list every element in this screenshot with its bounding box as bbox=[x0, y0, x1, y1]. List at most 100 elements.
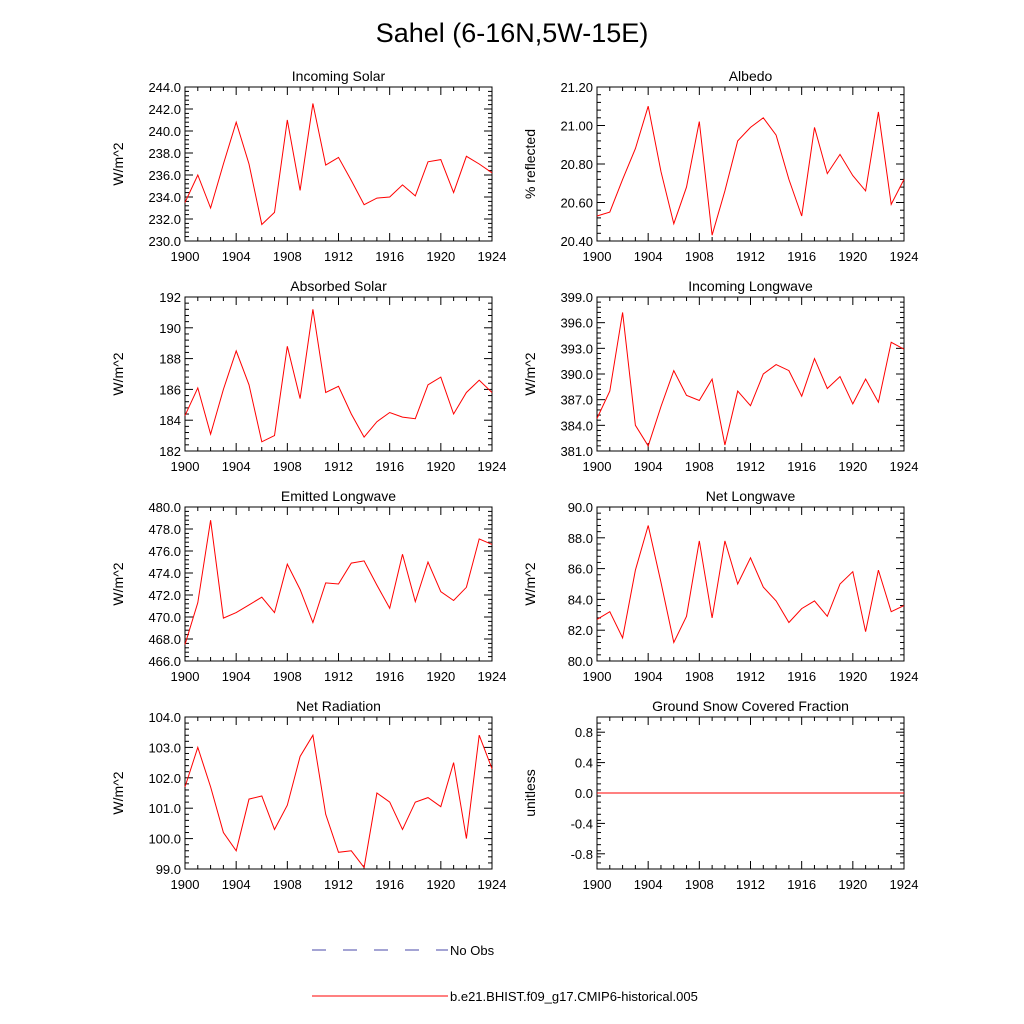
x-tick-label: 1924 bbox=[890, 249, 919, 264]
y-axis-label: W/m^2 bbox=[110, 142, 126, 185]
y-tick-label: 186 bbox=[159, 382, 181, 397]
y-axis-label: % reflected bbox=[522, 129, 538, 199]
y-tick-label: 101.0 bbox=[148, 801, 181, 816]
y-tick-label: 470.0 bbox=[148, 610, 181, 625]
panel-ground-snow-covered-fraction: Ground Snow Covered Fraction unitless 1900… bbox=[522, 698, 918, 892]
x-tick-label: 1904 bbox=[634, 669, 663, 684]
panel-title: Absorbed Solar bbox=[290, 278, 387, 294]
y-tick-label: 242.0 bbox=[148, 102, 181, 117]
y-tick-label: 399.0 bbox=[560, 290, 593, 305]
x-tick-label: 1924 bbox=[890, 877, 919, 892]
x-tick-label: 1908 bbox=[685, 249, 714, 264]
y-tick-label: -0.4 bbox=[571, 816, 593, 831]
panel-title: Net Longwave bbox=[706, 488, 796, 504]
y-tick-label: 476.0 bbox=[148, 544, 181, 559]
legend-model-label: b.e21.BHIST.f09_g17.CMIP6-historical.005 bbox=[450, 989, 698, 1004]
y-tick-label: 84.0 bbox=[568, 592, 593, 607]
panel-title: Incoming Solar bbox=[292, 68, 386, 84]
plot-frame bbox=[596, 296, 905, 452]
y-tick-label: 21.00 bbox=[560, 119, 593, 134]
x-tick-label: 1916 bbox=[787, 877, 816, 892]
panel-net-radiation: Net Radiation W/m^2 1900 1904 1908 1912 1916 19… bbox=[110, 698, 506, 892]
panel-title: Albedo bbox=[729, 68, 773, 84]
x-tick-label: 1912 bbox=[736, 669, 765, 684]
x-tick-label: 1912 bbox=[736, 877, 765, 892]
x-tick-label: 1916 bbox=[375, 249, 404, 264]
x-tick-label: 1924 bbox=[478, 249, 507, 264]
y-tick-label: 472.0 bbox=[148, 588, 181, 603]
y-tick-label: 396.0 bbox=[560, 316, 593, 331]
y-tick-label: 393.0 bbox=[560, 341, 593, 356]
legend: No Obs b.e21.BHIST.f09_g17.CMIP6-histori… bbox=[312, 943, 698, 1004]
y-tick-label: 238.0 bbox=[148, 146, 181, 161]
x-tick-label: 1924 bbox=[478, 459, 507, 474]
y-tick-label: 474.0 bbox=[148, 566, 181, 581]
x-tick-label: 1920 bbox=[838, 877, 867, 892]
y-tick-label: 0.4 bbox=[575, 756, 593, 771]
x-tick-label: 1904 bbox=[222, 669, 251, 684]
panel-title: Incoming Longwave bbox=[688, 278, 813, 294]
y-tick-label: 182 bbox=[159, 444, 181, 459]
y-tick-label: 188 bbox=[159, 352, 181, 367]
x-tick-label: 1900 bbox=[583, 669, 612, 684]
x-tick-label: 1912 bbox=[324, 249, 353, 264]
y-tick-label: 232.0 bbox=[148, 212, 181, 227]
y-tick-label: 100.0 bbox=[148, 832, 181, 847]
y-tick-label: 90.0 bbox=[568, 500, 593, 515]
series-line-incoming-solar bbox=[184, 103, 493, 226]
y-tick-label: 468.0 bbox=[148, 632, 181, 647]
x-tick-label: 1908 bbox=[685, 669, 714, 684]
y-tick-label: 80.0 bbox=[568, 654, 593, 669]
series-line-net-longwave bbox=[596, 525, 905, 645]
y-tick-label: 102.0 bbox=[148, 771, 181, 786]
x-tick-label: 1920 bbox=[426, 459, 455, 474]
x-tick-label: 1920 bbox=[426, 249, 455, 264]
x-tick-label: 1912 bbox=[736, 249, 765, 264]
x-tick-label: 1904 bbox=[634, 877, 663, 892]
x-tick-label: 1924 bbox=[478, 877, 507, 892]
x-tick-label: 1920 bbox=[838, 669, 867, 684]
x-tick-label: 1900 bbox=[171, 249, 200, 264]
x-tick-label: 1916 bbox=[787, 669, 816, 684]
series-line-incoming-longwave bbox=[596, 312, 905, 448]
y-tick-label: 192 bbox=[159, 290, 181, 305]
x-tick-label: 1900 bbox=[583, 249, 612, 264]
y-tick-label: 240.0 bbox=[148, 124, 181, 139]
x-tick-label: 1908 bbox=[273, 249, 302, 264]
y-axis-label: unitless bbox=[522, 769, 538, 816]
x-tick-label: 1916 bbox=[375, 877, 404, 892]
y-tick-label: 230.0 bbox=[148, 234, 181, 249]
y-tick-label: 480.0 bbox=[148, 500, 181, 515]
y-tick-label: 103.0 bbox=[148, 740, 181, 755]
x-tick-label: 1916 bbox=[787, 249, 816, 264]
y-tick-label: -0.8 bbox=[571, 847, 593, 862]
y-tick-label: 236.0 bbox=[148, 168, 181, 183]
x-tick-label: 1904 bbox=[634, 459, 663, 474]
plot-frame bbox=[184, 86, 493, 242]
x-tick-label: 1904 bbox=[634, 249, 663, 264]
x-tick-label: 1904 bbox=[222, 877, 251, 892]
panel-albedo: Albedo % reflected 1900 1904 1908 1912 1916 192… bbox=[522, 68, 918, 264]
x-tick-label: 1908 bbox=[273, 877, 302, 892]
y-tick-label: 20.60 bbox=[560, 196, 593, 211]
y-tick-label: 381.0 bbox=[560, 444, 593, 459]
x-tick-label: 1920 bbox=[838, 459, 867, 474]
x-tick-label: 1908 bbox=[685, 459, 714, 474]
y-tick-label: 387.0 bbox=[560, 393, 593, 408]
y-tick-label: 88.0 bbox=[568, 531, 593, 546]
plot-frame bbox=[184, 296, 493, 452]
x-tick-label: 1900 bbox=[171, 669, 200, 684]
panel-emitted-longwave: Emitted Longwave W/m^2 1900 1904 1908 1912 191… bbox=[110, 488, 506, 684]
x-tick-label: 1912 bbox=[736, 459, 765, 474]
x-tick-label: 1908 bbox=[273, 669, 302, 684]
plot-frame bbox=[596, 506, 905, 662]
panel-incoming-solar: Incoming Solar W/m^2 1900 1904 1908 1912 1916 1… bbox=[110, 68, 506, 264]
x-tick-label: 1920 bbox=[426, 669, 455, 684]
y-tick-label: 0.8 bbox=[575, 725, 593, 740]
x-tick-label: 1924 bbox=[478, 669, 507, 684]
x-tick-label: 1920 bbox=[838, 249, 867, 264]
x-tick-label: 1908 bbox=[685, 877, 714, 892]
x-tick-label: 1904 bbox=[222, 459, 251, 474]
x-tick-label: 1912 bbox=[324, 459, 353, 474]
